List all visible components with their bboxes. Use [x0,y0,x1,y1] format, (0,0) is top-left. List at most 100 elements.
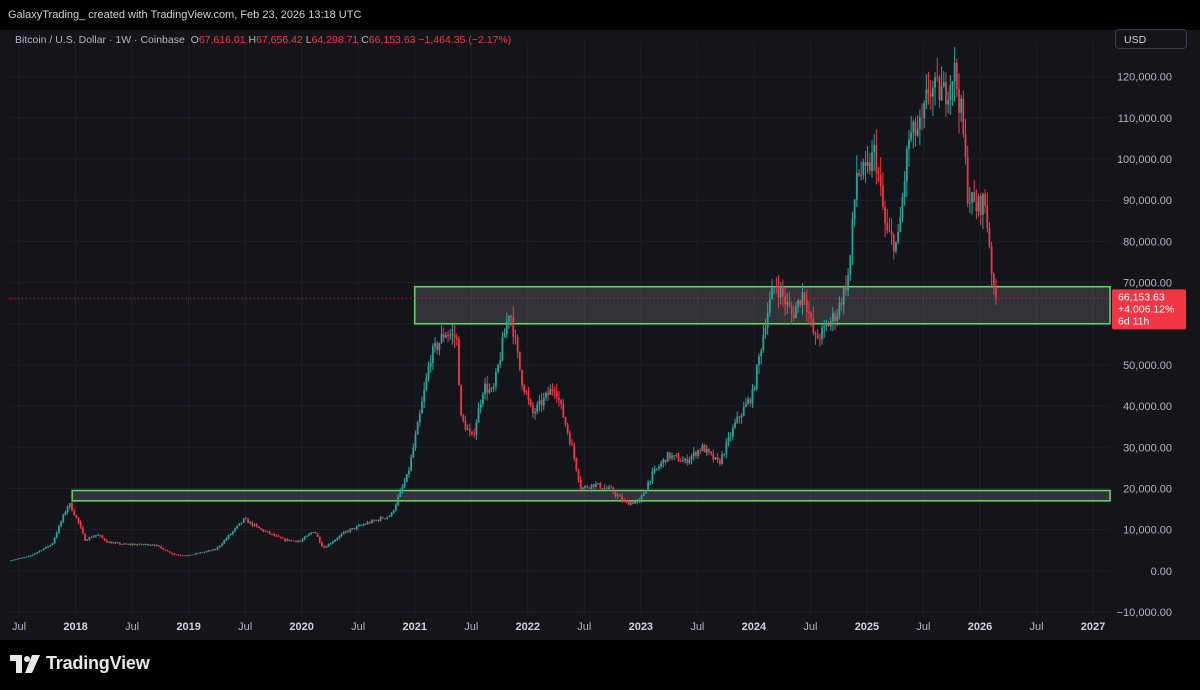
candle-body [749,399,752,404]
chart-plot-area[interactable] [0,30,1200,640]
candle-body [968,202,971,204]
candle-body [610,487,613,489]
candle-body [992,273,995,287]
candle-body [866,162,869,166]
candle-body [40,550,43,552]
candle-body [38,550,41,553]
candle-body [977,196,980,212]
candle-body [379,517,382,521]
candle-body [199,552,202,554]
candle-body [764,327,767,335]
time-tick-label: 2025 [855,621,879,633]
price-tick-label: 90,000.00 [1123,195,1172,207]
candle-body [560,399,563,404]
tradingview-logo[interactable]: TradingView [10,653,150,674]
candle-body [573,445,576,458]
candle-body [305,535,308,538]
candle-body [194,553,197,555]
candle-body [449,334,452,336]
candle-body [399,491,402,497]
candle-body [603,487,606,489]
candle-body [86,539,89,541]
candle-body [868,162,871,171]
candle-body [349,529,352,532]
candle-body [568,432,571,444]
candle-body [318,536,321,543]
candle-body [651,471,654,481]
candle-body [425,377,428,390]
candle-body [203,551,206,553]
candle-body [714,457,717,460]
candle-body [381,517,384,519]
candle-body [853,199,856,220]
candle-body [538,400,541,405]
price-tick-label: 40,000.00 [1123,401,1172,413]
candle-body [395,504,397,511]
candle-body [984,194,986,206]
low-label: L [305,34,312,46]
candle-body [645,489,647,494]
candle-body [914,121,917,136]
price-tick-label: 110,000.00 [1118,113,1172,125]
currency-selector[interactable]: USD [1115,29,1187,49]
candle-body [299,541,302,542]
candle-body [860,175,863,176]
candle-body [514,336,517,338]
candle-body [292,540,295,542]
candle-body [527,392,530,400]
candle-body [418,413,421,423]
candle-body [377,519,380,521]
candle-body [501,337,504,360]
candle-body [699,450,702,452]
time-tick-label: 2019 [176,621,200,633]
candle-body [221,543,223,546]
candle-body [188,554,191,556]
candle-body [255,524,258,527]
candle-body [275,535,278,537]
candle-body [912,121,915,133]
candle-body [25,556,28,558]
candle-body [631,502,634,504]
candle-body [497,364,499,372]
candle-body [695,451,697,456]
candle-body [281,538,284,539]
candle-body [401,486,404,492]
candle-body [684,458,686,461]
candle-body [597,483,599,485]
candle-body [886,223,889,231]
time-tick-label: 2027 [1081,621,1105,633]
candle-body [205,551,208,552]
candle-body [49,544,52,547]
candle-body [277,535,280,537]
candle-body [447,335,449,336]
candle-body [392,510,395,513]
candle-body [734,422,736,428]
candle-body [697,450,699,456]
candle-body [340,534,343,537]
candle-body [677,455,680,462]
candles [10,46,997,562]
candle-body [273,533,276,536]
candle-body [921,117,923,119]
candle-body [892,234,895,252]
time-tick-label: Jul [1029,621,1043,633]
candle-body [10,560,12,562]
candle-body [168,551,171,553]
candle-body [127,544,130,545]
candle-body [923,103,926,119]
time-tick-label: Jul [690,621,704,633]
candle-body [688,459,691,464]
candle-body [110,542,112,544]
time-tick-label: Jul [351,621,365,633]
candle-body [521,370,523,386]
time-tick-label: Jul [803,621,817,633]
last-price-tag-bg [1112,289,1186,330]
candle-body [834,313,836,321]
candle-body [516,337,519,352]
candle-body [297,541,299,542]
candle-body [605,487,608,489]
candle-body [366,522,369,525]
candle-body [805,300,808,312]
candle-body [531,405,534,414]
